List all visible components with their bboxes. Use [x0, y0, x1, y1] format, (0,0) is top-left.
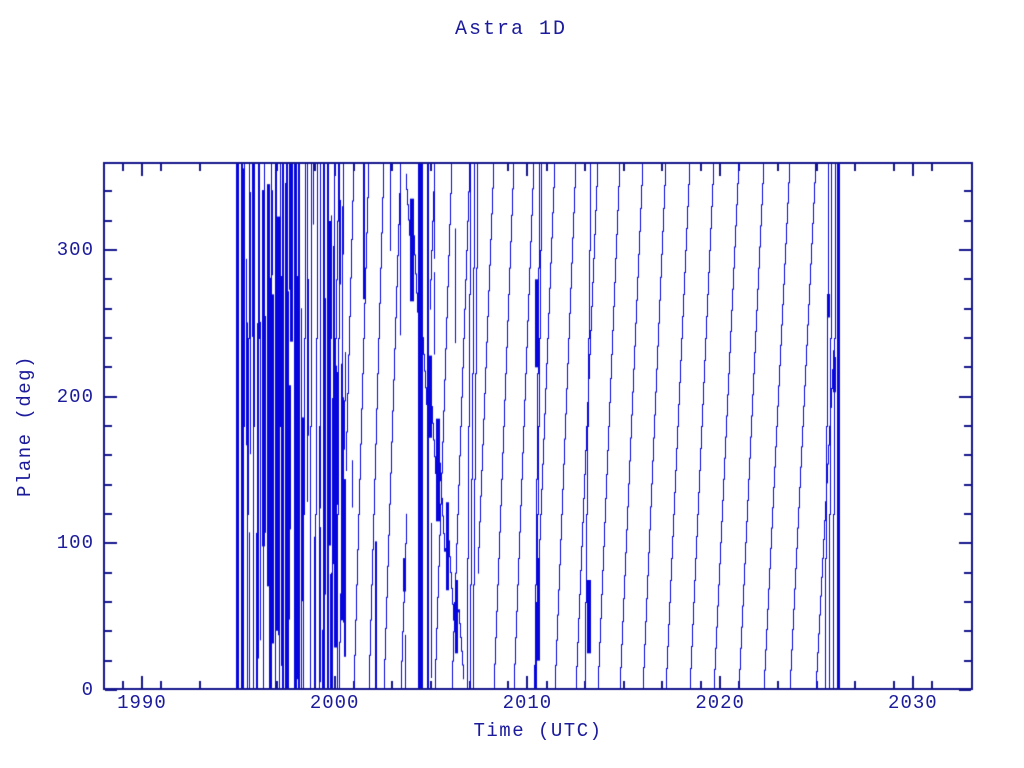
y-axis-label: Plane (deg)	[14, 355, 36, 497]
y-tick-label: 200	[56, 385, 94, 408]
x-tick-label: 2000	[309, 692, 360, 714]
y-tick-label: 0	[81, 679, 94, 701]
x-tick-label: 2010	[502, 692, 553, 714]
chart-title: Astra 1D	[454, 18, 568, 41]
x-tick-label: 2030	[888, 692, 938, 714]
x-axis-label: Time (UTC)	[473, 720, 603, 742]
x-tick-label: 1990	[117, 692, 167, 714]
y-tick-label: 300	[56, 239, 94, 261]
x-tick-label: 2020	[695, 692, 745, 714]
y-tick-label: 100	[56, 532, 94, 555]
